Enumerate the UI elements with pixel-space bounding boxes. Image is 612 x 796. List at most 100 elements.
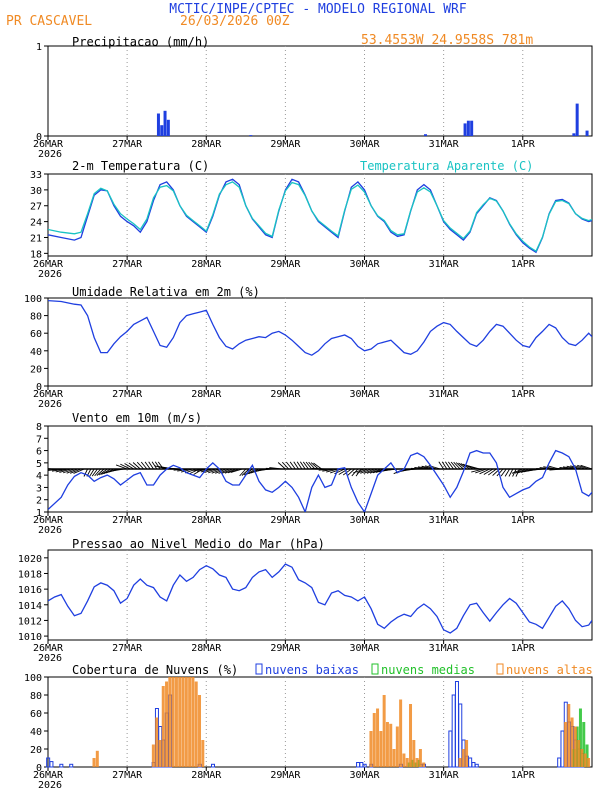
- panel-title: Pressao ao Nivel Medio do Mar (hPa): [72, 537, 325, 551]
- wind-barb: [133, 463, 140, 469]
- y-tick-label: 18: [30, 249, 42, 260]
- series-line-blue: [48, 564, 592, 633]
- panel-title: Cobertura de Nuvens (%): [72, 663, 238, 677]
- x-tick-label: 30MAR: [349, 515, 380, 526]
- cloud-bar-low: [459, 704, 462, 767]
- x-tick-label: 31MAR: [429, 643, 460, 654]
- panel-title: Precipitacao (mm/h): [72, 35, 209, 49]
- cloud-bar-high: [393, 749, 396, 767]
- x-tick-label: 31MAR: [429, 139, 460, 150]
- cloud-bar-high: [399, 700, 402, 768]
- x-tick-label: 30MAR: [349, 389, 380, 400]
- location-label: PR CASCAVEL: [6, 14, 92, 29]
- run-label: 26/03/2026 00Z: [180, 14, 290, 29]
- cloud-bar-high: [564, 722, 567, 767]
- series-line-blue: [48, 301, 592, 356]
- y-tick-label: 1: [36, 42, 42, 53]
- y-tick-label: 100: [24, 294, 42, 305]
- y-tick-label: 1010: [18, 632, 42, 643]
- cloud-bar-high: [422, 763, 425, 768]
- precip-bar: [164, 111, 167, 136]
- cloud-bar-low: [558, 758, 561, 767]
- cloud-bar-high: [386, 722, 389, 767]
- y-tick-label: 100: [24, 673, 42, 684]
- cloud-bar-high: [379, 731, 382, 767]
- cloud-bar-high: [93, 758, 96, 767]
- series-line-blue: [48, 179, 592, 252]
- precip-bar: [167, 120, 170, 136]
- x-tick-label: 29MAR: [270, 389, 301, 400]
- y-tick-label: 24: [30, 218, 42, 229]
- y-tick-label: 21: [30, 233, 42, 244]
- y-tick-label: 1014: [18, 601, 42, 612]
- cloud-bar-high: [155, 718, 158, 768]
- x-tick-label: 1APR: [511, 770, 536, 781]
- panel-title: Umidade Relativa em 2m (%): [72, 285, 260, 299]
- cloud-bar-high: [396, 727, 399, 768]
- y-tick-label: 40: [30, 347, 42, 358]
- cloud-bar-high: [158, 740, 161, 767]
- x-tick-label: 31MAR: [429, 770, 460, 781]
- y-tick-label: 5: [36, 459, 42, 470]
- y-tick-label: 33: [30, 170, 42, 181]
- panel-frame: [48, 298, 592, 386]
- cloud-bar-low: [469, 758, 472, 767]
- cloud-bar-high: [369, 731, 372, 767]
- x-tick-label: 28MAR: [191, 515, 222, 526]
- y-tick-label: 2: [36, 496, 42, 507]
- cloud-bar-high: [577, 740, 580, 767]
- cloud-bar-low: [50, 762, 53, 767]
- precip-bar: [572, 133, 575, 136]
- cloud-bar-low: [70, 764, 73, 767]
- cloud-legend-label: nuvens baixas: [265, 663, 359, 677]
- panel-frame: [48, 46, 592, 136]
- x-tick-label: 28MAR: [191, 770, 222, 781]
- precip-bar: [467, 121, 470, 136]
- y-tick-label: 27: [30, 202, 42, 213]
- x-tick-label: 30MAR: [349, 259, 380, 270]
- x-tick-label: 28MAR: [191, 389, 222, 400]
- precip-bar: [249, 135, 252, 136]
- y-tick-label: 6: [36, 447, 42, 458]
- x-tick-label: 31MAR: [429, 515, 460, 526]
- series-line-cyan: [48, 182, 592, 251]
- x-tick-label: 29MAR: [270, 515, 301, 526]
- y-tick-label: 60: [30, 329, 42, 340]
- cloud-bar-high: [195, 682, 198, 768]
- cloud-bar-low: [360, 763, 363, 768]
- x-tick-label: 29MAR: [270, 770, 301, 781]
- x-year-label: 2026: [38, 399, 62, 410]
- y-tick-label: 20: [30, 745, 42, 756]
- precip-bar: [424, 134, 427, 136]
- panel-frame: [48, 677, 592, 767]
- y-tick-label: 30: [30, 186, 42, 197]
- cloud-bar-high: [402, 754, 405, 768]
- x-tick-label: 29MAR: [270, 259, 301, 270]
- wind-barb: [509, 469, 513, 476]
- cloud-bar-low: [472, 763, 475, 768]
- y-tick-label: 0: [36, 132, 42, 143]
- x-year-label: 2026: [38, 653, 62, 664]
- cloud-bar-low: [475, 764, 478, 767]
- x-tick-label: 28MAR: [191, 259, 222, 270]
- x-tick-label: 31MAR: [429, 389, 460, 400]
- series-line-blue: [48, 451, 592, 512]
- x-tick-label: 1APR: [511, 389, 536, 400]
- cloud-bar-high: [587, 758, 590, 767]
- y-tick-label: 0: [36, 763, 42, 774]
- cloud-bar-high: [152, 745, 155, 768]
- x-tick-label: 27MAR: [112, 389, 143, 400]
- cloud-bar-high: [162, 686, 165, 767]
- x-tick-label: 27MAR: [112, 643, 143, 654]
- cloud-bar-high: [416, 758, 419, 767]
- cloud-bar-high: [376, 709, 379, 768]
- x-tick-label: 30MAR: [349, 770, 380, 781]
- cloud-bar-high: [201, 740, 204, 767]
- cloud-bar-high: [458, 758, 461, 767]
- y-tick-label: 20: [30, 364, 42, 375]
- y-tick-label: 60: [30, 709, 42, 720]
